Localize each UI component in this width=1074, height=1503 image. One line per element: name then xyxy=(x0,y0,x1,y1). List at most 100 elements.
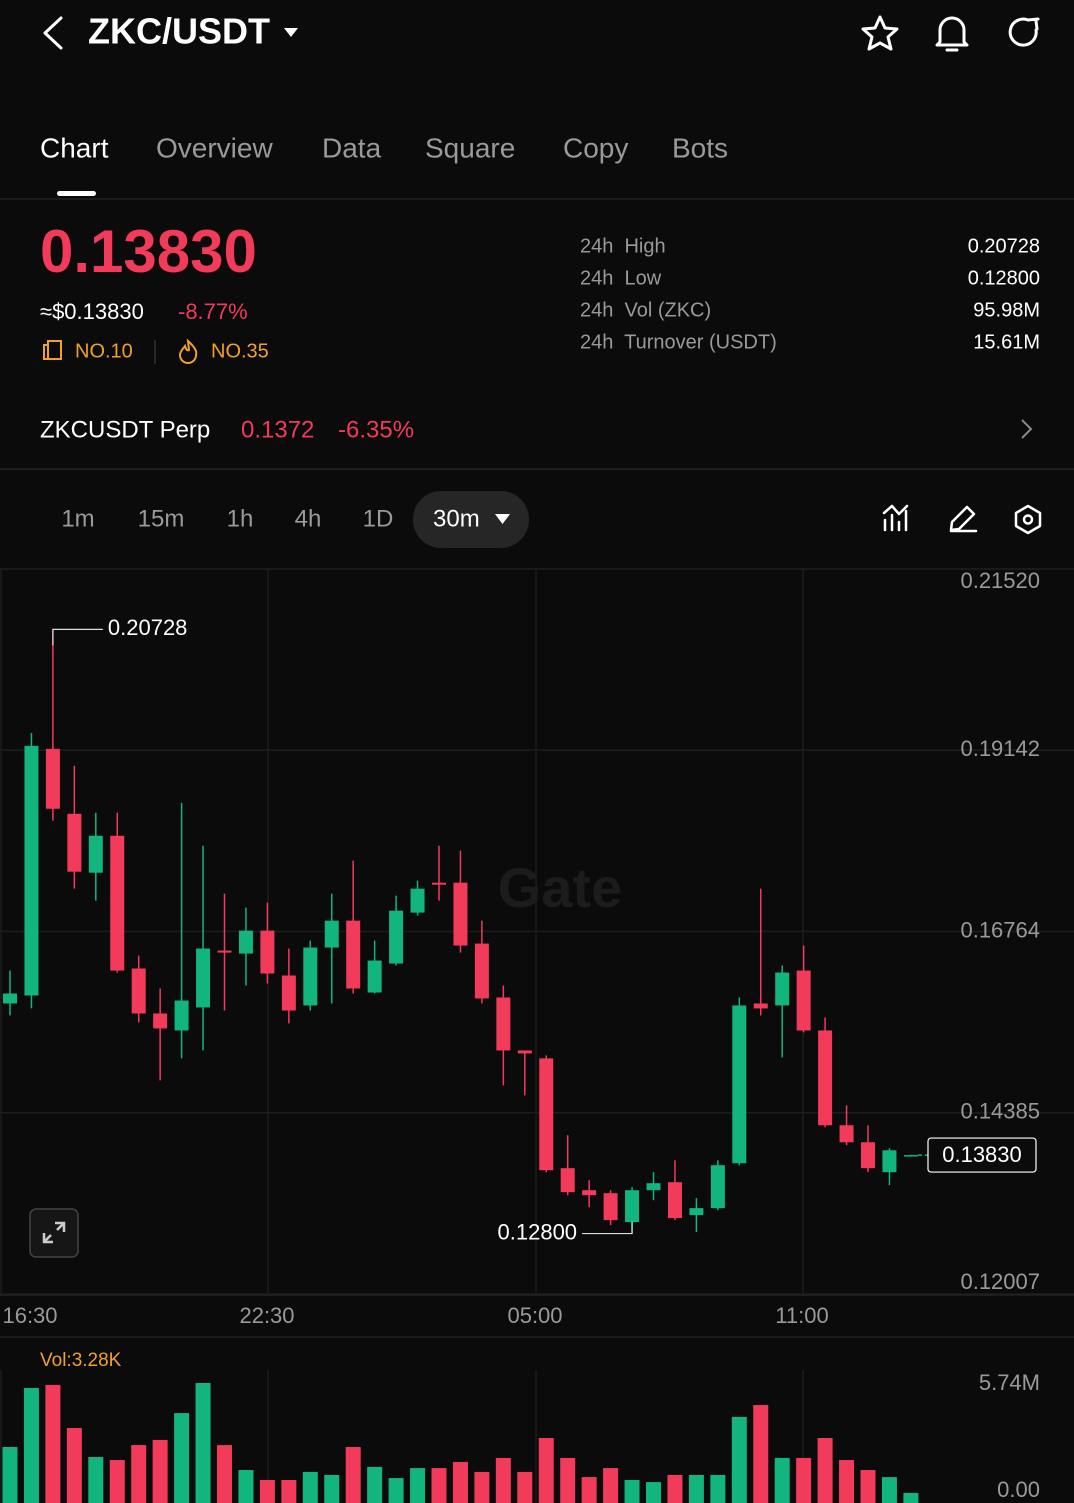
tab[interactable]: Square xyxy=(425,132,515,163)
volume-bar xyxy=(367,1466,383,1503)
rank-b[interactable]: NO.35 xyxy=(211,340,269,362)
candle-body xyxy=(474,943,489,999)
volume-bar xyxy=(495,1457,511,1503)
volume-bar xyxy=(174,1413,190,1503)
volume-bar xyxy=(538,1438,554,1503)
candle-body xyxy=(667,1182,682,1219)
volume-bar xyxy=(452,1461,468,1503)
rank-a[interactable]: NO.10 xyxy=(75,340,133,362)
candle-body xyxy=(3,993,17,1004)
candle-body xyxy=(517,1050,532,1054)
volume-bar xyxy=(581,1477,597,1503)
stat-label: 24h Vol (ZKC) xyxy=(580,299,711,321)
candle-body xyxy=(67,813,82,872)
candle-body xyxy=(196,948,211,1008)
volume-bar xyxy=(66,1428,82,1503)
volume-title: Vol:3.28K xyxy=(40,1350,122,1371)
usd-price: ≈$0.13830 xyxy=(40,299,144,324)
favorite-icon[interactable] xyxy=(861,15,899,51)
interval-dropdown[interactable] xyxy=(495,514,510,524)
x-tick-label: 22:30 xyxy=(239,1303,294,1328)
candle-body xyxy=(303,947,318,1006)
interval[interactable]: 4h xyxy=(295,505,322,532)
volume-bar xyxy=(88,1456,104,1503)
tab[interactable]: Bots xyxy=(672,132,728,163)
volume-bar xyxy=(152,1439,168,1503)
volume-bar xyxy=(688,1474,704,1503)
high-marker xyxy=(52,628,103,646)
candle-body xyxy=(753,1003,768,1009)
candle-body xyxy=(710,1165,725,1209)
candle-body xyxy=(453,882,468,946)
y-tick-label: 0.12007 xyxy=(960,1269,1040,1294)
volume-bar xyxy=(431,1468,447,1503)
last-price-box xyxy=(927,1137,1037,1173)
candle-body xyxy=(689,1208,704,1216)
perp-change: -6.35% xyxy=(338,416,414,443)
volume-bar xyxy=(624,1479,640,1503)
interval[interactable]: 15m xyxy=(138,505,185,532)
x-tick-label: 05:00 xyxy=(507,1303,562,1328)
volume-bar xyxy=(603,1468,619,1503)
stat-value: 0.12800 xyxy=(968,267,1040,289)
candle-body xyxy=(45,748,60,809)
interval[interactable]: 1h xyxy=(227,505,254,532)
share-icon[interactable] xyxy=(1008,17,1040,47)
active-interval[interactable]: 30m xyxy=(433,505,480,532)
candle-body xyxy=(346,920,361,989)
candle-body xyxy=(238,930,253,954)
tab-indicator xyxy=(57,191,96,196)
volume-bar xyxy=(23,1387,39,1503)
last-price-label: 0.13830 xyxy=(942,1142,1022,1167)
stat-label: 24h Turnover (USDT) xyxy=(580,331,777,353)
low-label: 0.12800 xyxy=(498,1219,578,1244)
alert-icon[interactable] xyxy=(935,16,969,52)
tab[interactable]: Copy xyxy=(563,132,628,163)
volume-bar xyxy=(796,1457,812,1503)
candle-body xyxy=(389,910,404,964)
volume-bar xyxy=(410,1468,426,1503)
candle-body xyxy=(367,960,382,993)
tab[interactable]: Data xyxy=(322,132,382,163)
volume-bar xyxy=(324,1474,340,1503)
volume-bar xyxy=(388,1478,404,1503)
volume-bar xyxy=(710,1474,726,1503)
interval[interactable]: 1D xyxy=(363,505,394,532)
interval[interactable]: 1m xyxy=(61,505,94,532)
x-tick-label: 16:30 xyxy=(2,1303,57,1328)
candle-body xyxy=(174,1000,189,1031)
volume-bar xyxy=(281,1479,297,1503)
tab[interactable]: Chart xyxy=(40,132,109,163)
pair-dropdown[interactable] xyxy=(284,28,298,37)
candle-body xyxy=(410,888,425,913)
y-tick-label: 0.14385 xyxy=(960,1099,1040,1124)
tab[interactable]: Overview xyxy=(156,132,273,163)
perp-name[interactable]: ZKCUSDT Perp xyxy=(40,416,210,443)
volume-bar xyxy=(517,1471,533,1503)
back-button[interactable] xyxy=(43,16,63,50)
volume-bar xyxy=(881,1477,897,1503)
volume-bar xyxy=(839,1460,855,1503)
pair-title[interactable]: ZKC/USDT xyxy=(88,11,270,52)
settings-icon[interactable] xyxy=(1014,504,1042,535)
candle-body xyxy=(861,1142,875,1169)
volume-bar xyxy=(217,1445,232,1503)
candle-body xyxy=(560,1168,575,1193)
stat-value: 0.20728 xyxy=(968,235,1040,257)
volume-bar xyxy=(774,1457,790,1503)
candle-body xyxy=(432,882,446,885)
volume-bar xyxy=(109,1460,125,1503)
fullscreen-button[interactable] xyxy=(29,1208,79,1258)
interval-pill[interactable] xyxy=(413,491,529,548)
candle-body xyxy=(839,1125,854,1143)
price-change: -8.77% xyxy=(178,299,248,324)
candle-body xyxy=(796,970,811,1031)
indicator-icon[interactable] xyxy=(882,504,909,532)
candle-body xyxy=(582,1190,597,1196)
draw-icon[interactable] xyxy=(949,505,978,533)
perp-arrow[interactable] xyxy=(1021,419,1033,439)
candle-body xyxy=(260,930,275,974)
y-tick-label: 0.19142 xyxy=(960,736,1040,761)
candle-body xyxy=(324,920,339,948)
